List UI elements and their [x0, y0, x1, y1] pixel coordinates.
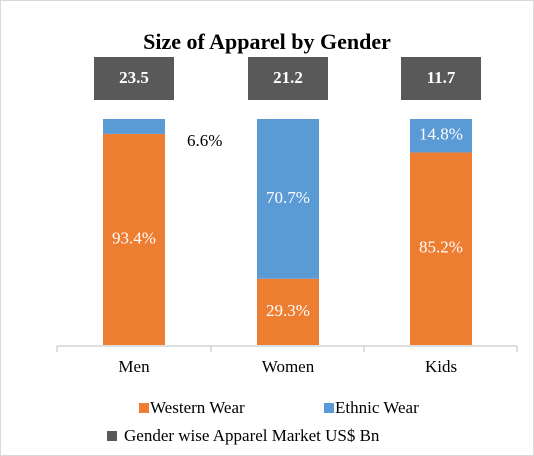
bar-segment [103, 133, 165, 345]
data-label: 29.3% [266, 301, 310, 320]
legend-label: Gender wise Apparel Market US$ Bn [124, 426, 380, 445]
total-label: 11.7 [427, 68, 456, 87]
data-label: 70.7% [266, 188, 310, 207]
data-label: 6.6% [187, 131, 222, 150]
total-box [94, 57, 174, 100]
data-label: 93.4% [112, 228, 156, 247]
legend-swatch [107, 431, 117, 441]
legend-swatch [139, 403, 149, 413]
legend-label: Western Wear [150, 398, 245, 417]
legend-label: Ethnic Wear [335, 398, 419, 417]
x-tick-label: Kids [425, 357, 457, 376]
bar-segment [410, 152, 472, 345]
bar-segment [410, 119, 472, 153]
x-tick-label: Women [262, 357, 315, 376]
data-label: 85.2% [419, 238, 463, 257]
x-tick-label: Men [118, 357, 150, 376]
total-box [401, 57, 481, 100]
bar-segment [257, 278, 319, 345]
total-label: 21.2 [273, 68, 303, 87]
total-box [248, 57, 328, 100]
total-label: 23.5 [119, 68, 149, 87]
bar-segment [103, 119, 165, 134]
chart-title: Size of Apparel by Gender [143, 29, 391, 54]
data-label: 14.8% [419, 125, 463, 144]
bar-segment [257, 119, 319, 279]
legend-swatch [324, 403, 334, 413]
